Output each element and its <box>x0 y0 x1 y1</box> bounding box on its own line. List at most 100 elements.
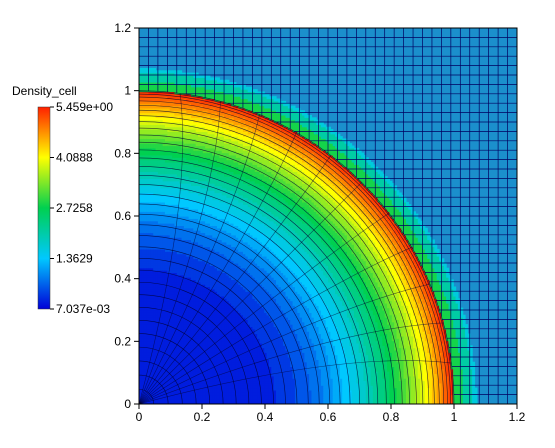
density-cell <box>155 239 159 243</box>
density-cell <box>160 197 164 201</box>
density-cell <box>143 375 147 379</box>
density-cell <box>141 70 145 74</box>
density-cell <box>153 312 157 316</box>
density-cell <box>150 185 154 189</box>
density-cell <box>143 255 147 259</box>
density-cell <box>148 227 152 231</box>
density-cell <box>160 183 164 187</box>
density-cell <box>141 100 145 104</box>
density-cell <box>150 157 154 161</box>
density-cell <box>139 392 142 396</box>
density-cell <box>139 147 142 151</box>
density-cell <box>141 389 145 393</box>
density-cell <box>157 338 161 342</box>
density-cell <box>146 310 150 313</box>
density-cell <box>148 157 152 161</box>
density-cell <box>160 239 164 243</box>
density-cell <box>146 277 150 281</box>
density-cell <box>139 131 142 135</box>
density-cell <box>155 373 159 377</box>
density-cell <box>160 326 164 330</box>
density-cell <box>146 180 150 184</box>
density-cell <box>146 93 150 97</box>
density-cell <box>143 211 147 215</box>
density-cell <box>153 166 157 170</box>
density-cell <box>157 152 161 156</box>
density-cell <box>146 105 150 109</box>
density-cell <box>148 267 152 271</box>
density-cell <box>148 317 152 320</box>
density-cell <box>139 270 142 273</box>
density-cell <box>141 326 145 330</box>
density-cell <box>157 199 161 203</box>
density-cell <box>150 382 154 386</box>
density-cell <box>155 237 159 241</box>
density-cell <box>141 314 145 318</box>
density-cell <box>150 326 154 330</box>
density-cell <box>153 263 157 266</box>
density-cell <box>146 373 150 377</box>
density-cell <box>155 180 159 184</box>
density-cell <box>146 338 150 342</box>
density-cell <box>157 173 161 177</box>
density-cell <box>141 110 145 114</box>
density-cell <box>146 349 150 353</box>
density-cell <box>148 201 152 205</box>
density-cell <box>150 265 154 269</box>
density-cell <box>155 91 159 95</box>
density-cell <box>153 93 157 97</box>
density-cell <box>143 302 147 306</box>
density-cell <box>141 373 145 377</box>
density-cell <box>160 277 164 281</box>
density-cell <box>153 77 157 81</box>
density-cell <box>141 295 145 299</box>
density-cell <box>155 140 159 144</box>
density-cell <box>157 272 161 276</box>
density-cell <box>141 239 145 243</box>
density-cell <box>141 133 145 137</box>
density-cell <box>139 352 142 356</box>
density-cell <box>143 361 147 365</box>
density-cell <box>139 326 142 330</box>
density-cell <box>139 333 142 337</box>
density-cell <box>150 154 154 158</box>
density-cell <box>146 359 150 363</box>
density-cell <box>157 387 161 391</box>
density-cell <box>141 253 145 257</box>
density-cell <box>160 286 164 290</box>
density-cell <box>141 84 145 88</box>
density-cell <box>139 199 142 203</box>
density-cell <box>141 291 145 295</box>
density-cell <box>141 331 145 335</box>
density-cell <box>143 234 147 238</box>
density-cell <box>139 129 142 132</box>
density-cell <box>143 136 147 140</box>
density-cell <box>153 124 157 128</box>
density-cell <box>148 230 152 234</box>
density-cell <box>153 192 157 196</box>
density-cell <box>157 326 161 330</box>
density-cell <box>160 208 164 212</box>
density-cell <box>153 248 157 252</box>
density-cell <box>146 286 150 290</box>
density-cell <box>157 279 161 283</box>
density-cell <box>143 387 147 391</box>
density-cell <box>146 204 150 208</box>
density-cell <box>139 143 142 147</box>
density-cell <box>146 145 150 149</box>
density-cell <box>155 387 159 391</box>
density-cell <box>139 119 142 123</box>
density-cell <box>141 220 145 224</box>
density-cell <box>148 67 152 71</box>
density-cell <box>146 298 150 302</box>
density-cell <box>148 284 152 288</box>
density-cell <box>139 166 142 170</box>
density-cell <box>153 270 157 273</box>
density-cell <box>146 326 150 330</box>
density-cell <box>160 401 164 404</box>
density-cell <box>139 295 142 299</box>
density-cell <box>141 342 145 346</box>
density-cell <box>150 298 154 302</box>
density-cell <box>157 154 161 158</box>
density-cell <box>146 77 150 81</box>
